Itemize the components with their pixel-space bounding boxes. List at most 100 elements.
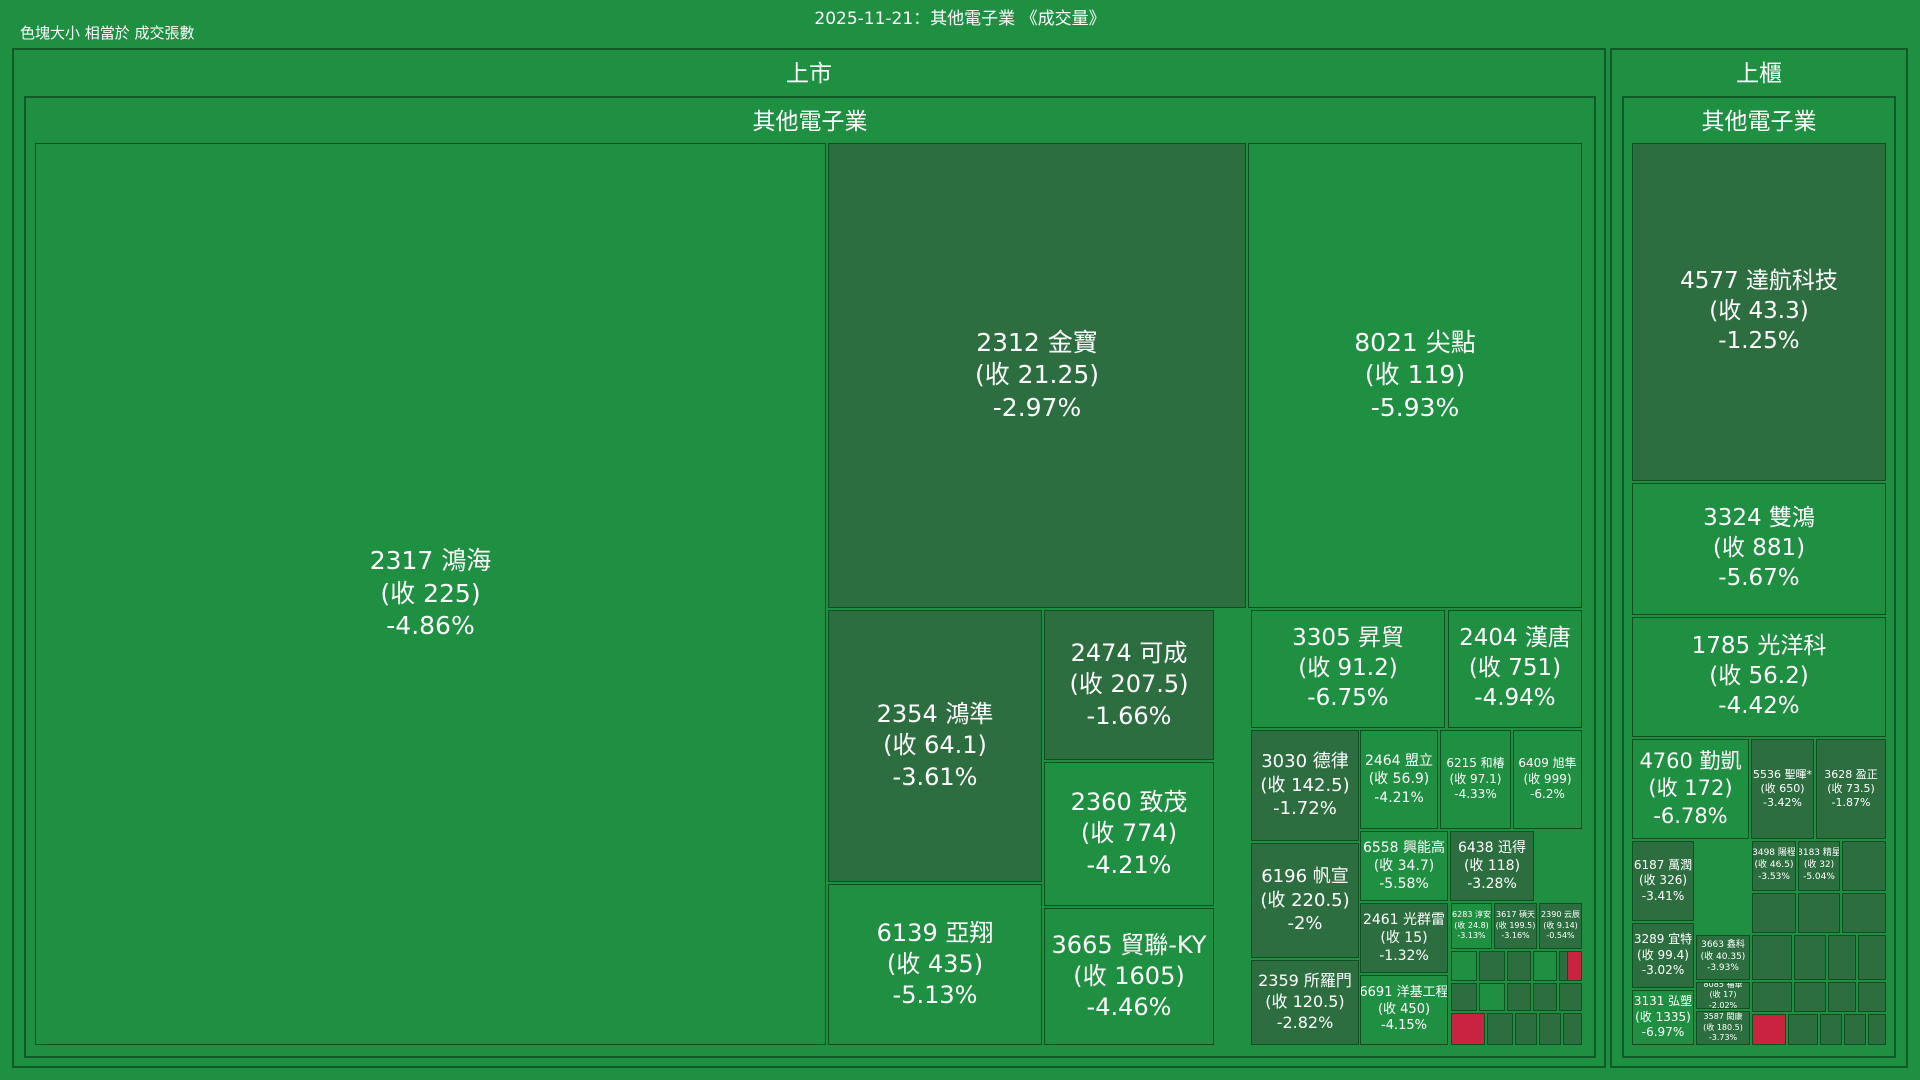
tile-change: -0.54% bbox=[1546, 931, 1575, 941]
minor-tile[interactable] bbox=[1794, 982, 1826, 1012]
treemap-tile-2390[interactable]: 2390 云辰 (收 9.14) -0.54% bbox=[1539, 903, 1582, 949]
sector-frame-otc: 其他電子業 bbox=[1622, 96, 1896, 1058]
tile-label: 3030 德律 bbox=[1261, 751, 1349, 773]
tile-label: 2354 鴻準 bbox=[876, 700, 994, 729]
treemap-tile-3030[interactable]: 3030 德律 (收 142.5) -1.72% bbox=[1251, 730, 1359, 841]
tile-change: -3.16% bbox=[1501, 931, 1530, 941]
treemap-tile-3131[interactable]: 3131 弘塑 (收 1335) -6.97% bbox=[1632, 990, 1694, 1045]
treemap-tile-6196[interactable]: 6196 帆宣 (收 220.5) -2% bbox=[1251, 843, 1359, 958]
tile-close: (收 1335) bbox=[1635, 1009, 1691, 1024]
minor-tile[interactable] bbox=[1752, 982, 1792, 1012]
tile-label: 6196 帆宣 bbox=[1261, 866, 1349, 888]
minor-tile[interactable] bbox=[1820, 1014, 1842, 1045]
minor-tile[interactable] bbox=[1567, 951, 1582, 981]
minor-tile[interactable] bbox=[1515, 1013, 1537, 1045]
treemap-tile-8021[interactable]: 8021 尖點 (收 119) -5.93% bbox=[1248, 143, 1582, 608]
tile-change: -3.41% bbox=[1641, 888, 1685, 903]
minor-tile[interactable] bbox=[1828, 982, 1856, 1012]
treemap-tile-3617[interactable]: 3617 碩天 (收 199.5) -3.16% bbox=[1494, 903, 1537, 949]
minor-tile[interactable] bbox=[1788, 1014, 1818, 1045]
tile-change: -3.02% bbox=[1641, 963, 1685, 978]
tile-close: (收 435) bbox=[886, 949, 984, 978]
minor-tile[interactable] bbox=[1479, 951, 1505, 981]
minor-tile[interactable] bbox=[1451, 951, 1477, 981]
minor-tile[interactable] bbox=[1858, 935, 1886, 980]
tile-close: (收 43.3) bbox=[1709, 298, 1809, 325]
minor-tile[interactable] bbox=[1798, 893, 1840, 933]
tile-close: (收 326) bbox=[1638, 873, 1688, 888]
tile-close: (收 172) bbox=[1648, 776, 1733, 801]
minor-tile[interactable] bbox=[1539, 1013, 1561, 1045]
treemap-tile-6409[interactable]: 6409 旭隼 (收 999) -6.2% bbox=[1513, 730, 1582, 829]
treemap-tile-4760[interactable]: 4760 勤凱 (收 172) -6.78% bbox=[1632, 739, 1749, 839]
sector-label-listed: 其他電子業 bbox=[752, 109, 868, 135]
minor-tile[interactable] bbox=[1842, 841, 1886, 891]
tile-change: -5.13% bbox=[892, 981, 978, 1010]
minor-tile[interactable] bbox=[1752, 935, 1792, 980]
treemap-tile-6283[interactable]: 6283 淳安 (收 24.8) -3.13% bbox=[1451, 903, 1492, 949]
treemap-tile-3305[interactable]: 3305 昇貿 (收 91.2) -6.75% bbox=[1251, 610, 1445, 728]
treemap-tile-8085[interactable]: 8085 福華 (收 17) -2.02% bbox=[1696, 982, 1750, 1009]
treemap-tile-2360[interactable]: 2360 致茂 (收 774) -4.21% bbox=[1044, 762, 1214, 906]
tile-label: 3498 陽程 bbox=[1752, 848, 1796, 859]
treemap-tile-3663[interactable]: 3663 鑫科 (收 40.35) -3.93% bbox=[1696, 935, 1750, 980]
minor-tile[interactable] bbox=[1752, 893, 1796, 933]
minor-tile[interactable] bbox=[1533, 951, 1557, 981]
tile-close: (收 73.5) bbox=[1827, 781, 1875, 795]
minor-tile[interactable] bbox=[1858, 982, 1886, 1012]
treemap-tile-6438[interactable]: 6438 迅得 (收 118) -3.28% bbox=[1450, 831, 1534, 901]
minor-tile[interactable] bbox=[1533, 983, 1557, 1011]
tile-close: (收 751) bbox=[1468, 655, 1562, 682]
treemap-tile-6187[interactable]: 6187 萬潤 (收 326) -3.41% bbox=[1632, 841, 1694, 921]
minor-tile[interactable] bbox=[1451, 983, 1477, 1011]
tile-close: (收 40.35) bbox=[1700, 951, 1746, 962]
minor-tile[interactable] bbox=[1828, 935, 1856, 980]
treemap-tile-5536[interactable]: 5536 聖暉* (收 650) -3.42% bbox=[1751, 739, 1814, 839]
treemap-tile-3587[interactable]: 3587 閎康 (收 180.5) -3.73% bbox=[1696, 1011, 1750, 1045]
treemap-tile-2474[interactable]: 2474 可成 (收 207.5) -1.66% bbox=[1044, 610, 1214, 760]
treemap-tile-6558[interactable]: 6558 興能高 (收 34.7) -5.58% bbox=[1360, 831, 1448, 901]
minor-tile[interactable] bbox=[1507, 983, 1531, 1011]
treemap-tile-4577[interactable]: 4577 達航科技 (收 43.3) -1.25% bbox=[1632, 143, 1886, 481]
treemap-tile-3628[interactable]: 3628 盈正 (收 73.5) -1.87% bbox=[1816, 739, 1886, 839]
minor-tile[interactable] bbox=[1559, 983, 1582, 1011]
treemap-tile-6139[interactable]: 6139 亞翔 (收 435) -5.13% bbox=[828, 884, 1042, 1045]
treemap-tile-3289[interactable]: 3289 宜特 (收 99.4) -3.02% bbox=[1632, 923, 1694, 988]
treemap-tile-2461[interactable]: 2461 光群雷 (收 15) -1.32% bbox=[1360, 903, 1448, 973]
treemap-tile-2354[interactable]: 2354 鴻準 (收 64.1) -3.61% bbox=[828, 610, 1042, 882]
minor-tile[interactable] bbox=[1479, 983, 1505, 1011]
tile-change: -3.28% bbox=[1467, 876, 1517, 893]
treemap-tile-2359[interactable]: 2359 所羅門 (收 120.5) -2.82% bbox=[1251, 960, 1359, 1045]
market-frame-otc: 上櫃 bbox=[1610, 48, 1908, 1068]
tile-close: (收 21.25) bbox=[974, 360, 1100, 390]
tile-close: (收 119) bbox=[1364, 360, 1466, 390]
tile-change: -3.93% bbox=[1707, 963, 1739, 974]
minor-tile[interactable] bbox=[1844, 1014, 1866, 1045]
tile-label: 3289 宜特 bbox=[1633, 932, 1693, 947]
tile-change: -5.67% bbox=[1718, 564, 1800, 591]
minor-tile[interactable] bbox=[1487, 1013, 1513, 1045]
treemap-tile-1785[interactable]: 1785 光洋科 (收 56.2) -4.42% bbox=[1632, 617, 1886, 737]
minor-tile[interactable] bbox=[1507, 951, 1531, 981]
treemap-tile-6215[interactable]: 6215 和椿 (收 97.1) -4.33% bbox=[1440, 730, 1511, 829]
minor-tile[interactable] bbox=[1752, 1014, 1786, 1045]
treemap-tile-8183[interactable]: 8183 精星 (收 32) -5.04% bbox=[1798, 841, 1840, 891]
treemap-tile-2464[interactable]: 2464 盟立 (收 56.9) -4.21% bbox=[1360, 730, 1438, 829]
tile-change: -3.13% bbox=[1457, 931, 1486, 941]
tile-label: 4577 達航科技 bbox=[1680, 268, 1838, 295]
treemap-tile-2317[interactable]: 2317 鴻海 (收 225) -4.86% bbox=[35, 143, 826, 1045]
tile-label: 2390 云辰 bbox=[1541, 910, 1580, 920]
treemap-tile-6691[interactable]: 6691 洋基工程 (收 450) -4.15% bbox=[1360, 975, 1448, 1045]
treemap-tile-3324[interactable]: 3324 雙鴻 (收 881) -5.67% bbox=[1632, 483, 1886, 615]
treemap-tile-3498[interactable]: 3498 陽程 (收 46.5) -3.53% bbox=[1752, 841, 1796, 891]
treemap-tile-3665[interactable]: 3665 貿聯-KY (收 1605) -4.46% bbox=[1044, 908, 1214, 1045]
minor-tile[interactable] bbox=[1842, 893, 1886, 933]
treemap-tile-2312[interactable]: 2312 金寶 (收 21.25) -2.97% bbox=[828, 143, 1246, 608]
minor-tile[interactable] bbox=[1451, 1013, 1485, 1045]
treemap-tile-2404[interactable]: 2404 漢唐 (收 751) -4.94% bbox=[1448, 610, 1582, 728]
minor-tile[interactable] bbox=[1794, 935, 1826, 980]
minor-tile[interactable] bbox=[1563, 1013, 1582, 1045]
tile-label: 3617 碩天 bbox=[1496, 910, 1535, 920]
minor-tile[interactable] bbox=[1868, 1014, 1886, 1045]
tile-close: (收 97.1) bbox=[1449, 771, 1502, 786]
